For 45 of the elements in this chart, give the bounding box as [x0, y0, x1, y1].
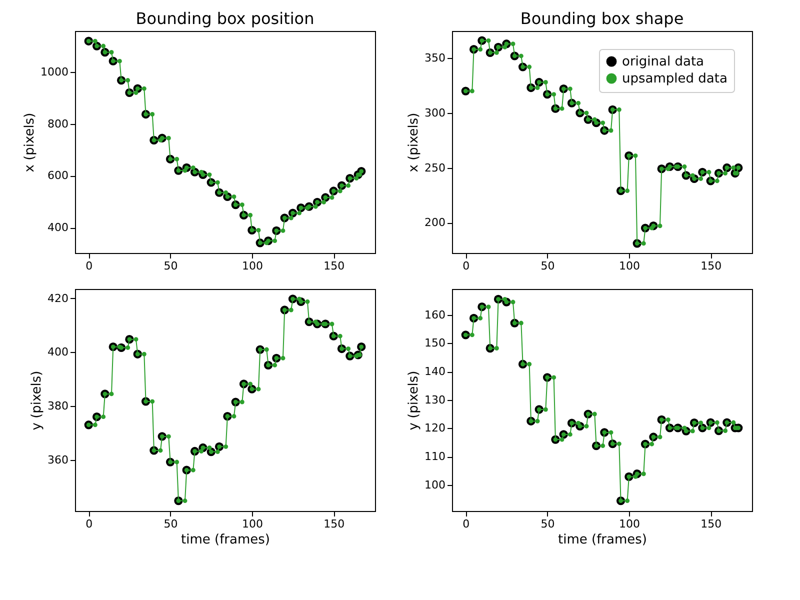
x-tick-label: 100	[242, 518, 263, 530]
y-tick-label: 400	[48, 346, 68, 359]
y-axis-title: y (pixels)	[30, 370, 45, 430]
y-tick-label: 800	[48, 117, 68, 130]
chart-title: Bounding box position	[136, 9, 314, 28]
y-tick-label: 200	[424, 216, 446, 230]
x-tick-label: 100	[618, 518, 640, 530]
x-tick-label: 0	[462, 518, 470, 530]
y-tick-label: 350	[424, 52, 446, 65]
x-tick-label: 150	[324, 260, 345, 272]
y-axis-title: y (pixels)	[406, 370, 422, 430]
y-tick-label: 250	[424, 161, 446, 174]
y-tick-label: 600	[48, 169, 68, 182]
y-tick-label: 100	[424, 478, 446, 492]
x-tick-label: 50	[540, 260, 555, 272]
x-tick-label: 150	[700, 518, 722, 530]
y-axis-title: x (pixels)	[22, 112, 38, 172]
x-tick-label: 150	[700, 260, 722, 272]
y-tick-label: 420	[48, 292, 68, 305]
x-axis-title: time (frames)	[181, 532, 270, 548]
y-tick-label: 150	[424, 336, 446, 350]
y-tick-label: 360	[48, 453, 68, 466]
y-tick-label: 130	[424, 393, 446, 406]
y-axis-title: x (pixels)	[406, 112, 422, 172]
y-tick-label: 380	[48, 400, 68, 413]
x-tick-label: 50	[164, 260, 178, 272]
x-tick-label: 50	[540, 518, 555, 530]
x-tick-label: 0	[462, 260, 470, 272]
y-tick-label: 400	[48, 221, 68, 234]
y-tick-label: 160	[424, 308, 446, 322]
y-tick-label: 300	[424, 106, 446, 120]
chart-title: Bounding box shape	[520, 9, 684, 28]
x-tick-label: 0	[86, 518, 93, 530]
x-tick-label: 0	[86, 260, 93, 272]
x-tick-label: 150	[324, 518, 345, 530]
x-tick-label: 50	[164, 518, 178, 530]
x-tick-label: 100	[618, 260, 640, 272]
x-tick-label: 100	[242, 260, 263, 272]
y-tick-label: 140	[424, 365, 446, 378]
y-tick-label: 120	[424, 422, 446, 435]
legend-label: upsampled data	[622, 72, 728, 86]
y-tick-label: 1000	[40, 65, 68, 78]
y-tick-label: 110	[424, 450, 446, 464]
legend-label: original data	[622, 54, 704, 70]
x-axis-title: time (frames)	[558, 532, 647, 548]
